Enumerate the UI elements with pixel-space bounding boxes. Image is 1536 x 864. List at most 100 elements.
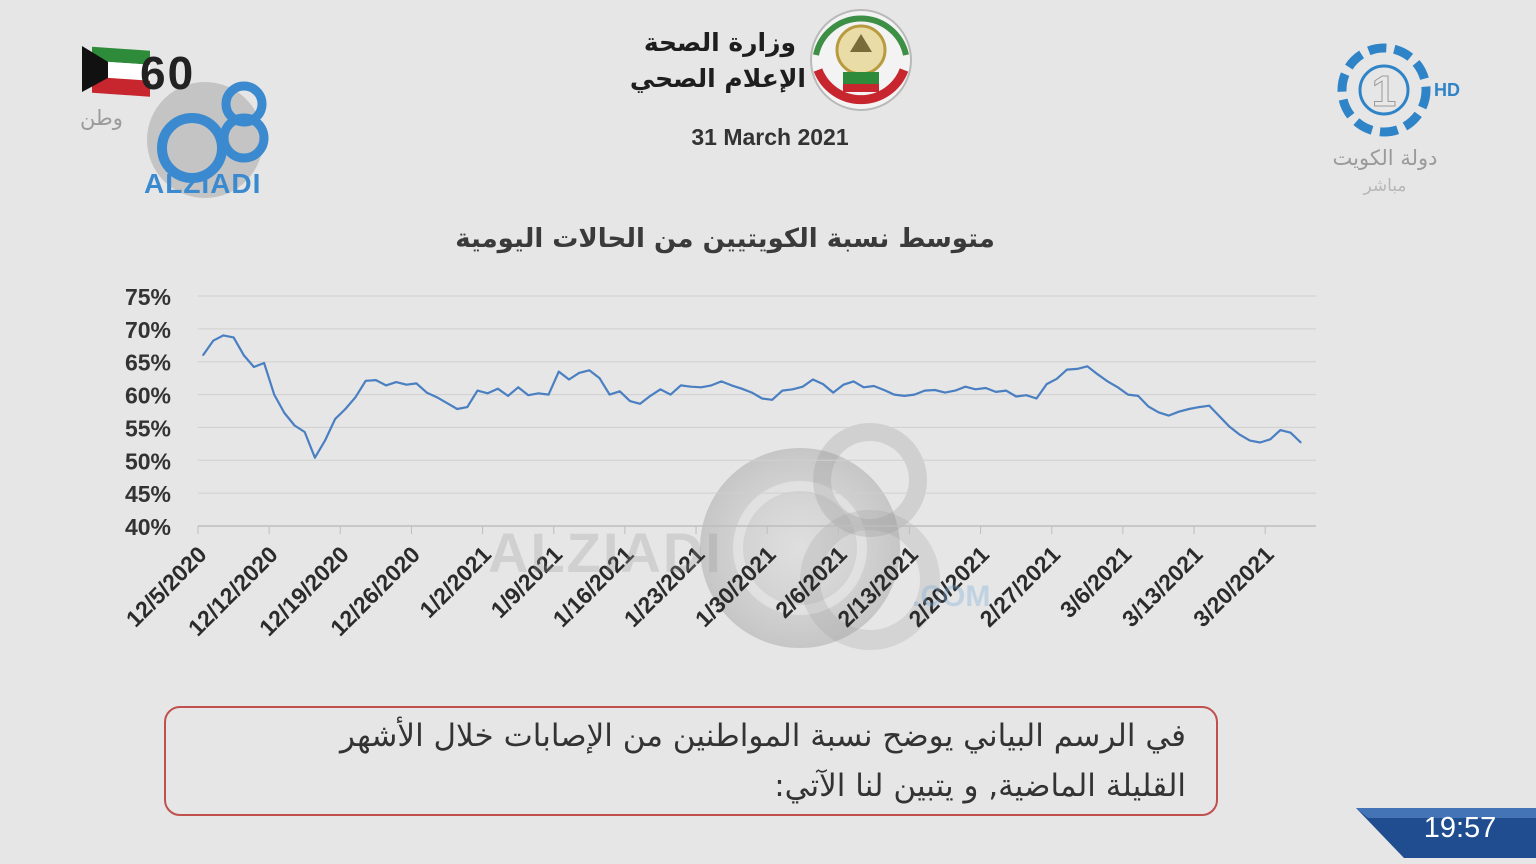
data-point bbox=[1025, 394, 1028, 397]
data-point bbox=[415, 382, 418, 385]
data-point bbox=[1086, 365, 1089, 368]
data-point bbox=[202, 354, 205, 356]
data-point bbox=[568, 378, 570, 381]
data-point bbox=[873, 385, 875, 387]
anniversary-number: 60 bbox=[140, 47, 196, 99]
data-point bbox=[1208, 404, 1211, 407]
data-point bbox=[242, 354, 245, 356]
clock-time: 19:57 bbox=[1423, 812, 1497, 844]
data-point bbox=[293, 424, 296, 427]
report-date: 31 March 2021 bbox=[691, 124, 849, 150]
clock-bar bbox=[1356, 808, 1536, 858]
data-point bbox=[1106, 380, 1109, 383]
data-point bbox=[1218, 415, 1221, 418]
data-point bbox=[639, 402, 641, 405]
data-point bbox=[791, 388, 794, 391]
data-point bbox=[1198, 406, 1200, 408]
data-point bbox=[1279, 429, 1282, 431]
caption-box bbox=[164, 706, 1218, 816]
data-point bbox=[1035, 397, 1038, 400]
data-point bbox=[842, 383, 845, 386]
data-point bbox=[720, 380, 723, 383]
data-point bbox=[1066, 368, 1068, 371]
data-point bbox=[1076, 368, 1079, 370]
data-point bbox=[944, 391, 946, 394]
ministry-name: وزارة الصحة bbox=[643, 28, 796, 57]
data-point bbox=[649, 395, 652, 397]
caption-line-1: في الرسم البياني يوضح نسبة المواطنين من … bbox=[340, 718, 1186, 754]
data-point bbox=[1188, 408, 1190, 410]
data-point bbox=[1259, 441, 1261, 444]
data-point bbox=[456, 408, 459, 410]
data-point bbox=[964, 385, 967, 388]
caption-line-2: القليلة الماضية, و يتبين لنا الآتي: bbox=[774, 768, 1186, 804]
data-point bbox=[1005, 389, 1007, 392]
data-point bbox=[974, 388, 977, 391]
data-point bbox=[669, 393, 672, 396]
data-point bbox=[476, 389, 479, 392]
y-tick-label: 45% bbox=[125, 481, 171, 507]
data-point bbox=[822, 383, 824, 385]
data-point bbox=[1137, 395, 1139, 397]
data-point bbox=[395, 381, 398, 383]
kuwait-flag-icon bbox=[82, 46, 150, 97]
data-point bbox=[588, 369, 591, 372]
data-point bbox=[1096, 373, 1099, 376]
data-point bbox=[801, 385, 804, 388]
data-point bbox=[1228, 425, 1231, 428]
data-point bbox=[375, 379, 377, 381]
data-point bbox=[659, 388, 662, 391]
data-point bbox=[212, 339, 215, 342]
series-line bbox=[202, 334, 1302, 459]
data-point bbox=[832, 391, 835, 394]
data-point bbox=[385, 384, 387, 387]
data-point bbox=[1147, 405, 1150, 408]
channel-name: دولة الكويت bbox=[1332, 146, 1438, 170]
y-tick-label: 40% bbox=[125, 514, 171, 540]
data-point bbox=[629, 400, 631, 402]
data-point bbox=[425, 391, 428, 394]
data-point bbox=[222, 334, 225, 337]
data-point bbox=[1116, 386, 1119, 389]
data-point bbox=[1249, 439, 1251, 442]
data-point bbox=[324, 439, 326, 442]
data-point bbox=[1167, 414, 1170, 417]
data-point bbox=[994, 391, 997, 393]
data-point bbox=[1289, 431, 1292, 434]
data-point bbox=[446, 402, 448, 404]
watermark-suffix: .COM bbox=[912, 580, 991, 613]
data-point bbox=[903, 395, 906, 397]
data-point bbox=[1055, 377, 1058, 380]
watermark-lens-icon bbox=[700, 423, 940, 650]
data-point bbox=[537, 392, 540, 395]
data-point bbox=[314, 456, 316, 459]
y-tick-label: 60% bbox=[125, 383, 171, 409]
brand-name: ALZIADI bbox=[144, 168, 262, 199]
y-tick-label: 50% bbox=[125, 448, 171, 474]
channel-hd-badge: HD bbox=[1434, 80, 1460, 100]
data-point bbox=[862, 386, 865, 389]
data-point bbox=[781, 389, 784, 392]
data-point bbox=[557, 370, 560, 373]
data-point bbox=[700, 386, 702, 389]
data-point bbox=[283, 412, 286, 414]
data-point bbox=[852, 380, 855, 383]
data-point bbox=[598, 377, 601, 379]
data-point bbox=[761, 397, 763, 400]
data-point bbox=[303, 431, 306, 433]
channel-logo-icon: 1 bbox=[1337, 43, 1431, 137]
data-point bbox=[354, 396, 357, 399]
data-point bbox=[527, 394, 530, 397]
data-point bbox=[466, 406, 469, 408]
data-point bbox=[923, 389, 926, 392]
data-point bbox=[547, 393, 550, 396]
watermark-text: ALZIADI bbox=[488, 521, 723, 584]
data-point bbox=[517, 386, 520, 389]
data-point bbox=[934, 389, 936, 391]
data-point bbox=[679, 384, 682, 387]
ministry-emblem-icon bbox=[810, 9, 912, 111]
data-point bbox=[984, 387, 987, 389]
data-point bbox=[1127, 393, 1129, 396]
data-point bbox=[608, 393, 611, 396]
data-point bbox=[253, 366, 255, 368]
